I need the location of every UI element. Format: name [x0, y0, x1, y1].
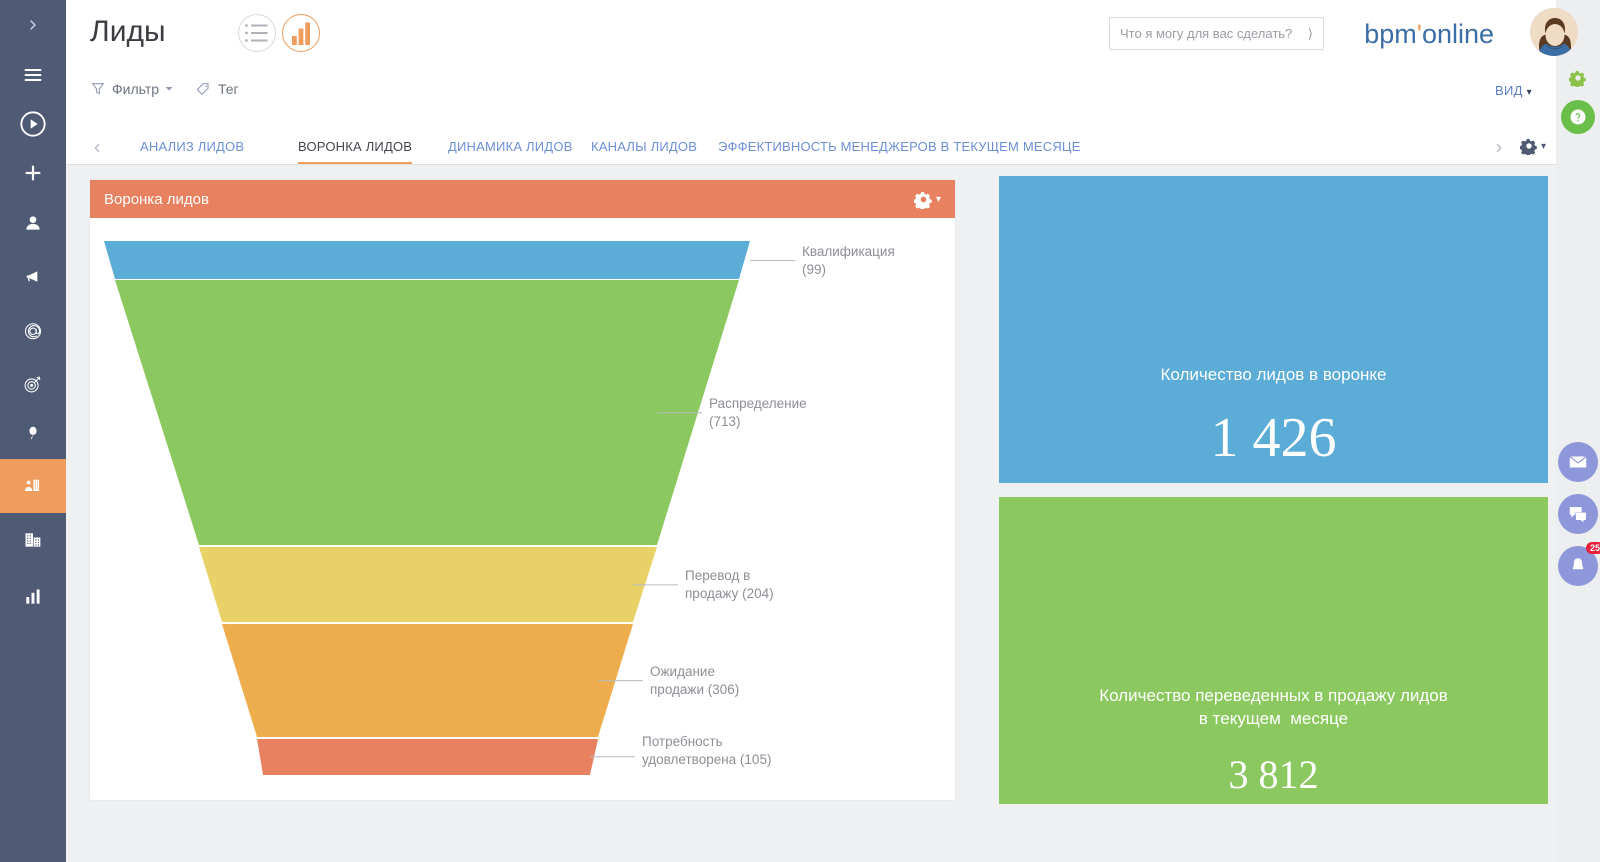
- svg-text:Распределение: Распределение: [709, 396, 807, 411]
- svg-text:удовлетворена (105): удовлетворена (105): [642, 752, 771, 767]
- svg-text:(99): (99): [802, 262, 826, 277]
- svg-text:Потребность: Потребность: [642, 734, 723, 749]
- svg-text:(713): (713): [709, 414, 741, 429]
- svg-text:продажу (204): продажу (204): [685, 586, 774, 601]
- svg-text:Перевод в: Перевод в: [685, 568, 750, 583]
- svg-text:Ожидание: Ожидание: [650, 664, 715, 679]
- svg-text:Квалификация: Квалификация: [802, 244, 895, 259]
- svg-text:продажи (306): продажи (306): [650, 682, 739, 697]
